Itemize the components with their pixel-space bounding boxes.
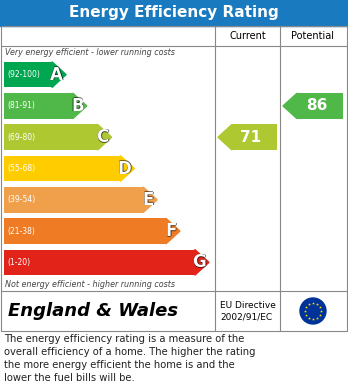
Text: D: D: [118, 160, 132, 178]
Text: E: E: [143, 191, 154, 209]
Text: B: B: [72, 97, 84, 115]
Text: Very energy efficient - lower running costs: Very energy efficient - lower running co…: [5, 48, 175, 57]
Text: B: B: [71, 97, 84, 115]
Text: G: G: [192, 253, 206, 271]
Text: E: E: [142, 191, 154, 209]
Text: (81-91): (81-91): [7, 101, 35, 110]
Text: EU Directive: EU Directive: [220, 301, 276, 310]
Polygon shape: [166, 218, 180, 244]
Polygon shape: [52, 62, 66, 88]
Text: (55-68): (55-68): [7, 164, 35, 173]
Text: overall efficiency of a home. The higher the rating: overall efficiency of a home. The higher…: [4, 347, 255, 357]
Text: G: G: [192, 253, 205, 271]
Polygon shape: [283, 93, 297, 119]
Text: B: B: [71, 97, 84, 115]
Text: B: B: [71, 97, 84, 115]
Polygon shape: [97, 124, 112, 150]
Bar: [4, 93, 73, 119]
Text: (1-20): (1-20): [7, 258, 30, 267]
Text: (69-80): (69-80): [7, 133, 35, 142]
Text: C: C: [96, 128, 108, 146]
Text: 71: 71: [240, 130, 262, 145]
Text: B: B: [71, 97, 83, 115]
Bar: [4, 187, 143, 213]
Text: Current: Current: [229, 31, 266, 41]
Text: 86: 86: [306, 99, 327, 113]
Text: A: A: [50, 66, 63, 84]
Text: 2002/91/EC: 2002/91/EC: [220, 312, 272, 321]
Text: D: D: [118, 160, 132, 178]
Bar: [4, 249, 195, 275]
Text: F: F: [166, 222, 177, 240]
Text: Energy Efficiency Rating: Energy Efficiency Rating: [69, 5, 279, 20]
Text: F: F: [165, 222, 176, 240]
Text: F: F: [166, 222, 177, 240]
Text: G: G: [192, 253, 206, 271]
Text: C: C: [97, 128, 109, 146]
Text: A: A: [50, 66, 63, 84]
Bar: [232, 124, 277, 150]
Text: D: D: [117, 160, 131, 178]
Text: G: G: [192, 254, 206, 272]
Circle shape: [300, 298, 326, 324]
Text: (39-54): (39-54): [7, 195, 35, 204]
Text: the more energy efficient the home is and the: the more energy efficient the home is an…: [4, 360, 235, 370]
Text: lower the fuel bills will be.: lower the fuel bills will be.: [4, 373, 135, 383]
Text: C: C: [96, 128, 109, 146]
Bar: [4, 156, 120, 181]
Text: F: F: [166, 222, 177, 240]
Text: (21-38): (21-38): [7, 226, 35, 235]
Bar: [4, 218, 166, 244]
Text: E: E: [143, 191, 154, 209]
Text: C: C: [96, 128, 109, 146]
Bar: [4, 62, 52, 88]
Bar: [1, 26, 347, 331]
Text: Potential: Potential: [292, 31, 334, 41]
Text: England & Wales: England & Wales: [8, 302, 178, 320]
Bar: [297, 93, 343, 119]
Text: A: A: [50, 66, 63, 84]
Text: E: E: [143, 190, 154, 208]
Bar: [4, 124, 97, 150]
Polygon shape: [218, 124, 232, 150]
Text: A: A: [50, 65, 63, 83]
Text: G: G: [193, 253, 206, 271]
Polygon shape: [143, 187, 157, 213]
Polygon shape: [120, 156, 134, 181]
Text: A: A: [51, 66, 64, 84]
Text: E: E: [143, 191, 155, 209]
Text: D: D: [118, 159, 132, 177]
Text: D: D: [118, 160, 132, 178]
Polygon shape: [73, 93, 87, 119]
Text: Not energy efficient - higher running costs: Not energy efficient - higher running co…: [5, 280, 175, 289]
Text: (92-100): (92-100): [7, 70, 40, 79]
Text: The energy efficiency rating is a measure of the: The energy efficiency rating is a measur…: [4, 334, 244, 344]
Bar: [0, 0, 348, 26]
Polygon shape: [195, 249, 209, 275]
Text: C: C: [96, 129, 109, 147]
Text: F: F: [166, 222, 177, 240]
